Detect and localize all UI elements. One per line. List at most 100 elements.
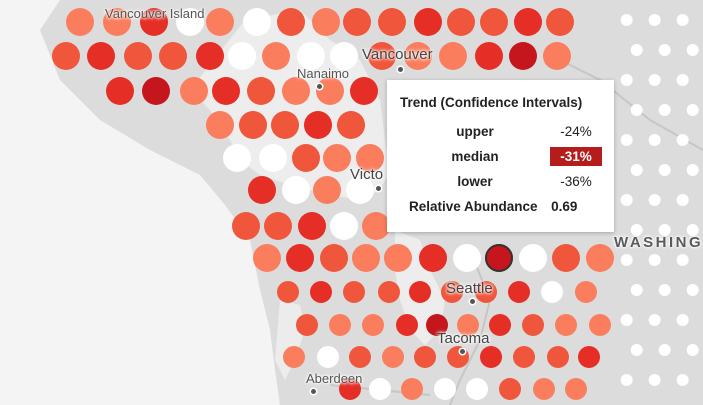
abundance-dot[interactable] — [475, 42, 503, 70]
abundance-dot[interactable] — [228, 42, 256, 70]
abundance-dot[interactable] — [676, 74, 689, 86]
selected-abundance-dot[interactable] — [485, 244, 513, 272]
abundance-dot[interactable] — [620, 14, 633, 26]
abundance-dot[interactable] — [419, 244, 447, 272]
abundance-dot[interactable] — [630, 284, 643, 296]
abundance-dot[interactable] — [658, 224, 671, 236]
abundance-dot[interactable] — [106, 77, 134, 105]
abundance-dot[interactable] — [329, 314, 351, 336]
abundance-dot[interactable] — [620, 314, 633, 326]
abundance-dot[interactable] — [404, 42, 432, 70]
abundance-dot[interactable] — [283, 346, 305, 368]
abundance-dot[interactable] — [316, 77, 344, 105]
abundance-dot[interactable] — [362, 212, 390, 240]
abundance-dot[interactable] — [499, 378, 521, 400]
abundance-dot[interactable] — [232, 212, 260, 240]
abundance-dot[interactable] — [489, 314, 511, 336]
abundance-dot[interactable] — [212, 77, 240, 105]
abundance-dot[interactable] — [362, 314, 384, 336]
abundance-dot[interactable] — [350, 77, 378, 105]
abundance-dot[interactable] — [648, 74, 661, 86]
abundance-dot[interactable] — [426, 314, 448, 336]
abundance-dot[interactable] — [369, 378, 391, 400]
abundance-dot[interactable] — [282, 77, 310, 105]
abundance-dot[interactable] — [330, 212, 358, 240]
abundance-dot[interactable] — [277, 8, 305, 36]
abundance-dot[interactable] — [620, 134, 633, 146]
abundance-dot[interactable] — [339, 378, 361, 400]
abundance-dot[interactable] — [620, 74, 633, 86]
abundance-dot[interactable] — [368, 42, 396, 70]
abundance-dot[interactable] — [676, 194, 689, 206]
abundance-dot[interactable] — [514, 8, 542, 36]
abundance-dot[interactable] — [676, 134, 689, 146]
abundance-dot[interactable] — [676, 374, 689, 386]
abundance-dot[interactable] — [658, 164, 671, 176]
abundance-dot[interactable] — [648, 374, 661, 386]
abundance-dot[interactable] — [296, 314, 318, 336]
abundance-dot[interactable] — [686, 284, 699, 296]
abundance-dot[interactable] — [396, 314, 418, 336]
abundance-dot[interactable] — [565, 378, 587, 400]
abundance-dot[interactable] — [522, 314, 544, 336]
abundance-dot[interactable] — [589, 314, 611, 336]
abundance-dot[interactable] — [586, 244, 614, 272]
abundance-dot[interactable] — [658, 344, 671, 356]
abundance-dot[interactable] — [409, 281, 431, 303]
abundance-dot[interactable] — [277, 281, 299, 303]
abundance-dot[interactable] — [349, 346, 371, 368]
abundance-dot[interactable] — [648, 194, 661, 206]
abundance-dot[interactable] — [103, 8, 131, 36]
abundance-dot[interactable] — [282, 176, 310, 204]
abundance-dot[interactable] — [330, 42, 358, 70]
abundance-dot[interactable] — [676, 254, 689, 266]
abundance-dot[interactable] — [206, 8, 234, 36]
abundance-dot[interactable] — [546, 8, 574, 36]
abundance-dot[interactable] — [159, 42, 187, 70]
abundance-dot[interactable] — [180, 77, 208, 105]
abundance-dot[interactable] — [292, 144, 320, 172]
abundance-dot[interactable] — [658, 104, 671, 116]
abundance-dot[interactable] — [509, 42, 537, 70]
abundance-dot[interactable] — [466, 378, 488, 400]
abundance-dot[interactable] — [630, 344, 643, 356]
abundance-dot[interactable] — [676, 14, 689, 26]
abundance-dot[interactable] — [686, 104, 699, 116]
abundance-dot[interactable] — [313, 176, 341, 204]
abundance-dot[interactable] — [630, 224, 643, 236]
abundance-dot[interactable] — [578, 346, 600, 368]
abundance-dot[interactable] — [648, 314, 661, 326]
abundance-dot[interactable] — [317, 346, 339, 368]
abundance-dot[interactable] — [247, 77, 275, 105]
abundance-dot[interactable] — [304, 111, 332, 139]
abundance-dot[interactable] — [658, 284, 671, 296]
abundance-dot[interactable] — [206, 111, 234, 139]
abundance-dot[interactable] — [686, 164, 699, 176]
abundance-dot[interactable] — [378, 281, 400, 303]
abundance-dot[interactable] — [414, 346, 436, 368]
abundance-dot[interactable] — [630, 44, 643, 56]
abundance-dot[interactable] — [658, 44, 671, 56]
abundance-dot[interactable] — [439, 42, 467, 70]
abundance-dot[interactable] — [384, 244, 412, 272]
abundance-dot[interactable] — [320, 244, 348, 272]
abundance-dot[interactable] — [414, 8, 442, 36]
abundance-dot[interactable] — [262, 42, 290, 70]
abundance-dot[interactable] — [555, 314, 577, 336]
abundance-dot[interactable] — [620, 254, 633, 266]
abundance-dot[interactable] — [312, 8, 340, 36]
abundance-dot[interactable] — [264, 212, 292, 240]
abundance-dot[interactable] — [343, 8, 371, 36]
abundance-dot[interactable] — [223, 144, 251, 172]
abundance-dot[interactable] — [447, 8, 475, 36]
abundance-dot[interactable] — [248, 176, 276, 204]
abundance-dot[interactable] — [434, 378, 456, 400]
abundance-dot[interactable] — [552, 244, 580, 272]
abundance-dot[interactable] — [271, 111, 299, 139]
abundance-dot[interactable] — [52, 42, 80, 70]
abundance-dot[interactable] — [533, 378, 555, 400]
abundance-dot[interactable] — [298, 212, 326, 240]
abundance-dot[interactable] — [356, 144, 384, 172]
abundance-dot[interactable] — [66, 8, 94, 36]
abundance-dot[interactable] — [447, 346, 469, 368]
